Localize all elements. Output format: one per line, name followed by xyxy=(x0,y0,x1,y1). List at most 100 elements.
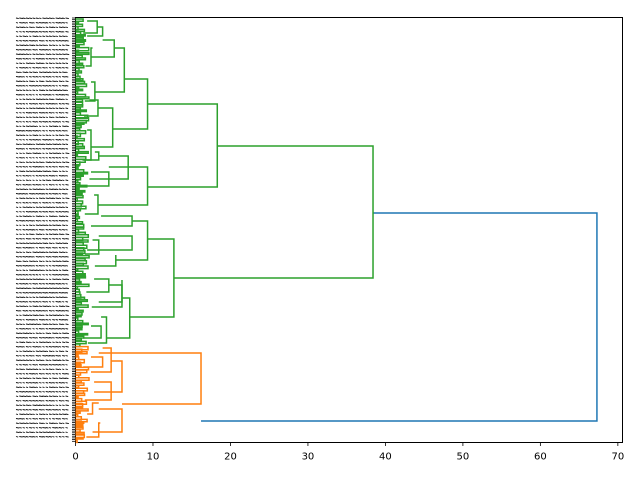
leaf-label-mark xyxy=(25,139,29,141)
leaf-label-mark xyxy=(58,422,63,425)
leaf-label-mark xyxy=(19,256,23,258)
leaf-label-mark xyxy=(38,368,42,371)
leaf-label-mark xyxy=(55,328,60,330)
leaf-label-mark xyxy=(58,269,62,272)
leaf-label-mark xyxy=(42,103,45,105)
leaf-label-mark xyxy=(32,265,36,267)
leaf-label-mark xyxy=(35,89,39,92)
leaf-link xyxy=(75,153,79,157)
leaf-label-mark xyxy=(65,62,69,65)
leaf-label-mark xyxy=(65,260,69,263)
leaf-link xyxy=(75,379,82,384)
leaf-label-mark xyxy=(15,382,19,384)
leaf-label-mark xyxy=(52,17,55,20)
leaf-label-mark xyxy=(25,328,30,330)
leaf-label-mark xyxy=(42,413,46,416)
leaf-label-mark xyxy=(25,269,29,272)
leaf-label-mark xyxy=(42,314,45,317)
leaf-label-mark xyxy=(58,427,63,429)
leaf-label-mark xyxy=(45,58,49,60)
leaf-label-mark xyxy=(62,431,65,434)
leaf-label-mark xyxy=(15,53,20,56)
leaf-label-mark xyxy=(39,80,43,83)
leaf-label-mark xyxy=(45,62,49,65)
leaf-label-mark xyxy=(22,17,26,20)
leaf-label-mark xyxy=(25,283,29,285)
leaf-label-mark xyxy=(32,179,35,182)
leaf-label-mark xyxy=(35,287,40,290)
leaf-label-mark xyxy=(48,35,52,38)
leaf-label-mark xyxy=(55,269,59,272)
leaf-label-mark xyxy=(35,418,39,420)
leaf-label-mark xyxy=(15,193,20,195)
leaf-label-mark xyxy=(38,274,42,276)
leaf-label-mark xyxy=(55,395,59,398)
leaf-label-mark xyxy=(25,382,29,384)
leaf-label-mark xyxy=(35,62,40,65)
leaf-link xyxy=(75,57,87,61)
leaf-label-mark xyxy=(22,67,27,69)
leaf-label-mark xyxy=(65,143,69,146)
leaf-label-mark xyxy=(55,413,59,416)
leaf-label-mark xyxy=(55,193,59,195)
leaf-label-mark xyxy=(62,67,65,69)
leaf-link xyxy=(75,83,88,88)
leaf-label-mark xyxy=(25,287,30,290)
leaf-label-mark xyxy=(65,328,69,330)
leaf-label-mark xyxy=(29,175,32,177)
leaf-label-mark xyxy=(42,355,46,357)
leaf-label-mark xyxy=(38,148,42,150)
leaf-label-mark xyxy=(32,220,36,222)
leaf-label-mark xyxy=(32,215,35,218)
leaf-label-mark xyxy=(45,278,49,281)
leaf-link xyxy=(75,423,84,427)
leaf-label-mark xyxy=(35,67,40,69)
leaf-label-mark xyxy=(42,112,46,114)
leaf-label-mark xyxy=(42,310,46,312)
leaf-label-mark xyxy=(35,98,40,101)
leaf-link xyxy=(75,273,86,277)
leaf-label-mark xyxy=(58,40,63,42)
leaf-label-mark xyxy=(22,409,26,411)
leaf-label-mark xyxy=(62,400,65,402)
leaf-link xyxy=(75,150,89,155)
leaf-label-mark xyxy=(29,76,32,78)
leaf-label-mark xyxy=(25,22,29,24)
leaf-label-mark xyxy=(55,409,59,411)
leaf-label-mark xyxy=(55,80,59,83)
leaf-label-mark xyxy=(52,305,55,308)
leaf-label-mark xyxy=(19,278,23,281)
leaf-label-mark xyxy=(15,76,20,78)
leaf-label-mark xyxy=(25,71,29,74)
leaf-label-mark xyxy=(29,80,33,83)
leaf-label-mark xyxy=(29,161,32,164)
leaf-link xyxy=(75,127,81,131)
leaf-label-mark xyxy=(45,98,49,101)
leaf-label-mark xyxy=(48,368,53,371)
leaf-label-mark xyxy=(35,391,39,393)
leaf-label-mark xyxy=(42,94,46,96)
leaf-label-mark xyxy=(19,368,23,371)
leaf-label-mark xyxy=(19,400,22,402)
leaf-label-mark xyxy=(55,373,59,375)
leaf-label-mark xyxy=(19,269,22,272)
leaf-label-mark xyxy=(58,76,62,78)
leaf-label-mark xyxy=(48,31,53,33)
leaf-label-mark xyxy=(55,44,58,47)
leaf-label-mark xyxy=(29,49,32,51)
leaf-label-mark xyxy=(15,94,20,96)
leaf-label-mark xyxy=(48,157,52,159)
leaf-label-mark xyxy=(58,152,62,155)
leaf-label-mark xyxy=(22,238,25,240)
leaf-label-mark xyxy=(58,161,62,164)
leaf-label-mark xyxy=(65,193,68,195)
leaf-label-mark xyxy=(55,422,58,425)
leaf-label-mark xyxy=(39,422,43,425)
leaf-label-mark xyxy=(19,391,24,393)
leaf-label-mark xyxy=(35,134,39,137)
leaf-label-mark xyxy=(42,274,45,276)
leaf-label-mark xyxy=(58,49,63,51)
leaf-label-mark xyxy=(45,31,49,33)
leaf-link xyxy=(75,145,86,150)
leaf-link xyxy=(75,163,80,167)
